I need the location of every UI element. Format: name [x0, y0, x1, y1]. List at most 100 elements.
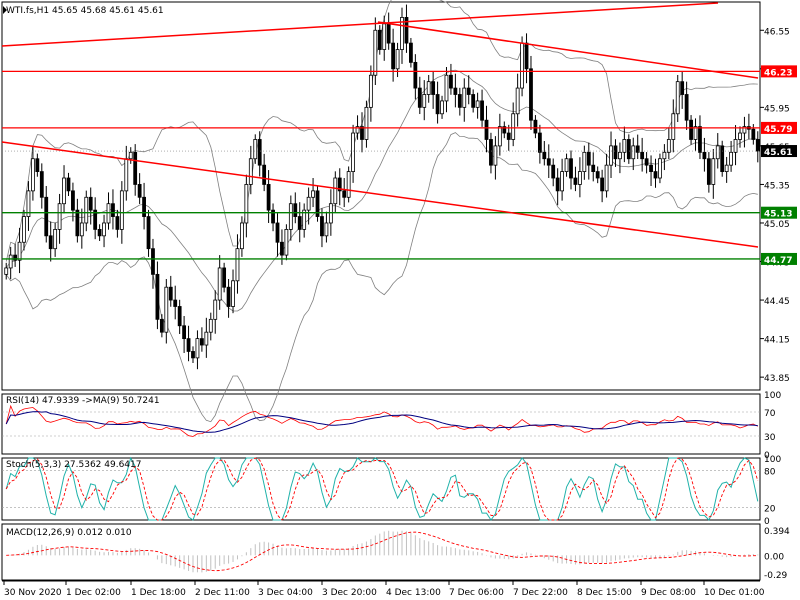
- candle-bull: [462, 87, 467, 108]
- candle-bear: [644, 158, 649, 166]
- candle-bear: [186, 338, 191, 352]
- price-tag-label: 45.61: [764, 148, 792, 158]
- price-tag-45-61: [761, 145, 797, 158]
- candle-bull: [724, 164, 729, 172]
- time-tick-label: 30 Nov 2020: [4, 588, 62, 598]
- candle-bear: [404, 17, 409, 44]
- candle-bull: [511, 113, 516, 140]
- candle-bull: [738, 132, 742, 140]
- candle-bear: [391, 42, 396, 70]
- candle-bear: [66, 177, 71, 192]
- chart-header: WTI.fs,H1 45.65 45.68 45.61 45.61: [6, 6, 164, 16]
- stoch-signal-line: [5, 457, 759, 521]
- channel-descending-upper-line: [377, 21, 759, 79]
- candle-bear: [480, 100, 484, 121]
- price-tick-label: 45.05: [764, 220, 790, 230]
- candle-bull: [520, 42, 524, 89]
- channel-top-line: [1, 2, 719, 47]
- candle-bear: [111, 203, 115, 217]
- candle-bear: [413, 61, 418, 89]
- candle-bear: [435, 94, 440, 115]
- candle-bear: [555, 177, 560, 192]
- candle-bear: [680, 81, 685, 95]
- macd-axis-label: -0.29: [764, 571, 788, 581]
- candle-bull: [666, 139, 671, 153]
- symbol-marker-icon: [3, 6, 7, 14]
- candle-bear: [199, 338, 204, 346]
- candle-bear: [168, 286, 173, 301]
- candle-bear: [71, 190, 75, 211]
- stoch-axis-label: 100: [764, 455, 781, 465]
- time-tick-label: 4 Dec 13:00: [386, 588, 441, 598]
- candle-bear: [342, 190, 347, 198]
- candle-bear: [720, 145, 725, 172]
- candle-bear: [377, 29, 382, 50]
- candle-bull: [346, 171, 351, 198]
- candle-bull: [195, 338, 200, 359]
- stoch-header: Stoch(5,3,3) 27.5362 49.6417: [6, 460, 141, 470]
- candle-bull: [355, 126, 360, 134]
- candle-bull: [333, 177, 338, 205]
- candle-bull: [53, 229, 58, 250]
- rsi-axis-label: 70: [764, 409, 776, 419]
- rsi-axis-label: 0: [764, 451, 770, 461]
- candle-bull: [164, 286, 169, 333]
- candle-bull: [493, 145, 498, 166]
- candle-bear: [635, 145, 640, 153]
- candle-bear: [271, 209, 275, 224]
- macd-axis-label: 0.00: [764, 552, 784, 562]
- candle-bear: [569, 158, 573, 179]
- macd-signal-line: [6, 531, 758, 572]
- candle-bull: [400, 17, 404, 50]
- candle-bear: [506, 132, 511, 140]
- candle-bull: [22, 216, 26, 243]
- candle-bull: [240, 222, 244, 250]
- candle-bear: [706, 158, 711, 185]
- stoch-axis-label: 0: [764, 517, 770, 527]
- candle-bull: [302, 209, 307, 230]
- candle-bull: [693, 126, 698, 140]
- candle-bear: [551, 164, 556, 179]
- candle-bull: [368, 74, 373, 108]
- candle-bear: [529, 68, 533, 121]
- candle-bull: [26, 190, 31, 217]
- candle-bear: [653, 171, 658, 179]
- candle-bear: [93, 209, 98, 230]
- price-tick-label: 45.35: [764, 181, 790, 191]
- candle-bear: [613, 145, 618, 160]
- candle-bear: [595, 171, 600, 179]
- candle-bear: [537, 132, 542, 153]
- candle-bear: [337, 177, 342, 192]
- candle-bear: [315, 190, 320, 217]
- candle-bull: [475, 100, 480, 108]
- rsi-line: [5, 404, 758, 437]
- rsi-pane-border: [1, 393, 761, 455]
- candle-bull: [4, 267, 9, 275]
- candle-bear: [702, 151, 707, 160]
- candle-bull: [715, 145, 720, 160]
- channel-descending-lower-line: [1, 141, 759, 248]
- price-tick-label: 46.55: [764, 27, 790, 37]
- candle-bear: [502, 126, 507, 134]
- price-tag-44-77: [761, 252, 797, 265]
- candle-bull: [729, 151, 733, 166]
- candle-bull: [373, 29, 378, 76]
- candle-bear: [457, 94, 462, 108]
- bollinger-middle-line: [5, 69, 758, 312]
- candle-bull: [31, 158, 35, 192]
- time-tick-label: 10 Dec 01:00: [704, 588, 765, 598]
- candle-bull: [288, 203, 293, 230]
- price-tick-label: 44.45: [764, 297, 790, 307]
- price-tag-46-23: [761, 65, 797, 78]
- candle-bear: [533, 119, 538, 134]
- candle-bear: [546, 158, 551, 166]
- candle-bull: [582, 151, 587, 172]
- macd-pane-border: [1, 523, 761, 581]
- candle-bear: [133, 151, 138, 185]
- candle-bear: [489, 139, 493, 166]
- candle-bull: [618, 151, 622, 160]
- time-tick-label: 7 Dec 06:00: [449, 588, 504, 598]
- candle-bull: [253, 139, 258, 160]
- rsi-ma-line: [5, 411, 758, 433]
- candle-bull: [124, 158, 129, 192]
